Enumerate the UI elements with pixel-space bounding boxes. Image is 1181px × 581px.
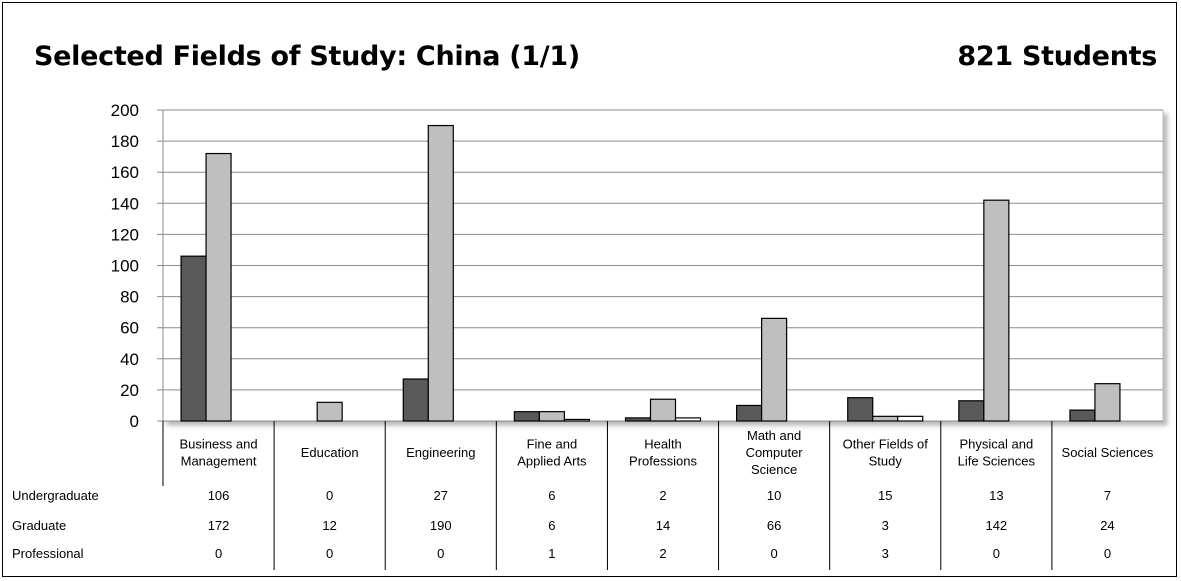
x-category-label: Science (751, 462, 797, 477)
data-label: 2 (659, 488, 666, 503)
data-label: 3 (882, 546, 889, 561)
data-label: 24 (1100, 518, 1114, 533)
y-tick-label: 80 (120, 288, 139, 307)
data-label: 2 (659, 546, 666, 561)
y-tick-label: 40 (120, 350, 139, 369)
bar-undergraduate (736, 404, 763, 422)
x-category-label: Business and (180, 437, 258, 452)
x-category-label: Computer (746, 445, 804, 460)
data-label: 6 (548, 518, 555, 533)
y-tick-label: 0 (130, 412, 139, 431)
bar-undergraduate (958, 400, 985, 422)
bar-graduate (538, 411, 565, 422)
data-label: 0 (993, 546, 1000, 561)
x-category-label: Engineering (406, 445, 475, 460)
bar-graduate (761, 317, 788, 422)
x-category-label: Management (181, 454, 257, 469)
bar-graduate (649, 398, 677, 422)
y-tick-label: 160 (111, 163, 139, 182)
bar-graduate (872, 415, 899, 422)
x-category-label: Applied Arts (517, 454, 587, 469)
bar-graduate (1094, 383, 1121, 422)
data-label: 0 (326, 488, 333, 503)
bar-graduate (316, 401, 343, 422)
bar-graduate (427, 124, 454, 422)
data-label: 10 (767, 488, 781, 503)
y-tick-label: 140 (111, 194, 139, 213)
data-label: 27 (434, 488, 448, 503)
data-label: 0 (1104, 546, 1111, 561)
bar-undergraduate (180, 255, 207, 422)
data-label: 3 (882, 518, 889, 533)
x-category-label: Math and (747, 428, 801, 443)
data-label: 106 (208, 488, 230, 503)
x-category-label: Study (869, 454, 903, 469)
y-tick-label: 200 (111, 101, 139, 120)
series-label-graduate: Graduate (12, 518, 66, 533)
chart-title: Selected Fields of Study: China (1/1) (34, 41, 580, 72)
data-label: 142 (985, 518, 1007, 533)
data-label: 0 (215, 546, 222, 561)
series-label-undergraduate: Undergraduate (12, 488, 99, 503)
bar-professional (674, 417, 702, 422)
bar-professional (563, 418, 590, 422)
x-category-label: Education (301, 445, 359, 460)
data-label: 0 (437, 546, 444, 561)
data-label: 15 (878, 488, 892, 503)
bar-undergraduate (402, 378, 429, 422)
x-category-label: Physical and (959, 437, 1033, 452)
x-category-label: Health (644, 437, 682, 452)
x-category-label: Life Sciences (958, 454, 1036, 469)
student-count: 821 Students (957, 41, 1157, 72)
bar-professional (897, 415, 924, 422)
x-category-label: Social Sciences (1062, 445, 1154, 460)
data-label: 14 (656, 518, 670, 533)
data-label: 7 (1104, 488, 1111, 503)
bar-undergraduate (513, 411, 540, 422)
bar-undergraduate (847, 397, 874, 422)
data-label: 1 (548, 546, 555, 561)
y-tick-label: 120 (111, 225, 139, 244)
data-label: 6 (548, 488, 555, 503)
bar-graduate (205, 152, 232, 422)
data-label: 13 (989, 488, 1003, 503)
x-category-label: Other Fields of (843, 437, 929, 452)
y-tick-label: 60 (120, 319, 139, 338)
series-label-professional: Professional (12, 546, 84, 561)
data-label: 172 (208, 518, 230, 533)
data-label: 0 (326, 546, 333, 561)
y-tick-label: 180 (111, 132, 139, 151)
y-tick-label: 100 (111, 257, 139, 276)
bar-graduate (983, 199, 1010, 422)
bar-undergraduate (624, 417, 652, 422)
data-label: 190 (430, 518, 452, 533)
data-label: 12 (322, 518, 336, 533)
bar-undergraduate (1069, 409, 1096, 422)
data-label: 66 (767, 518, 781, 533)
x-category-label: Professions (629, 454, 697, 469)
x-category-label: Fine and (527, 437, 578, 452)
y-tick-label: 20 (120, 381, 139, 400)
data-label: 0 (770, 546, 777, 561)
